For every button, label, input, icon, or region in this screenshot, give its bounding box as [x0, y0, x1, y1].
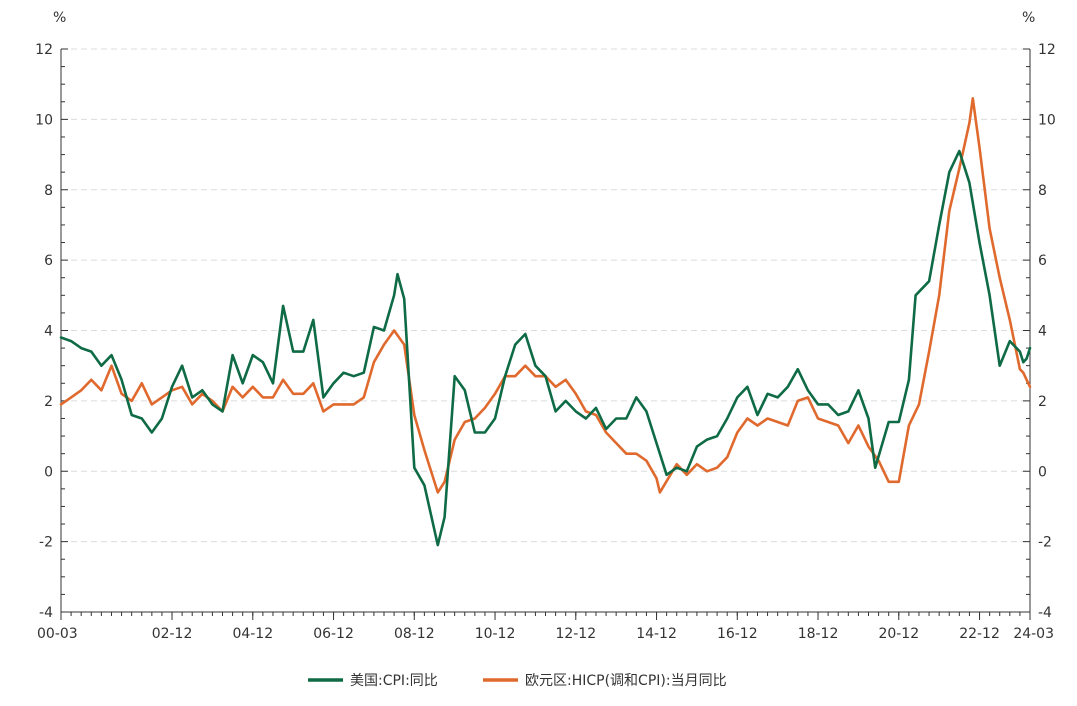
y-tick-left-label: 6 — [44, 253, 53, 269]
right-axis-unit: % — [1022, 10, 1035, 26]
x-tick-label: 16-12 — [717, 626, 758, 642]
y-tick-left-label: 10 — [35, 112, 53, 128]
y-tick-right-label: 2 — [1038, 394, 1047, 410]
axes: -4 -4 -2 -2 0 0 2 2 4 4 6 6 8 8 10 10 12 12 00-03 02-12 04-1… — [35, 42, 1056, 642]
x-tick-label: 14-12 — [636, 626, 677, 642]
y-tick-left-label: 2 — [44, 394, 53, 410]
y-tick-right-label: 8 — [1038, 183, 1047, 199]
legend-label-0: 美国:CPI:同比 — [350, 673, 438, 689]
y-tick-right-label: 10 — [1038, 112, 1056, 128]
x-tick-label: 00-03 — [37, 626, 78, 642]
y-tick-right-label: 4 — [1038, 324, 1047, 340]
series-line-0 — [59, 149, 1032, 547]
x-tick-label: 12-12 — [555, 626, 596, 642]
x-tick-label: 08-12 — [394, 626, 435, 642]
y-tick-left-label: -4 — [39, 605, 53, 621]
legend-label-1: 欧元区:HICP(调和CPI):当月同比 — [525, 673, 727, 689]
x-tick-label: 20-12 — [878, 626, 919, 642]
y-tick-left-label: 4 — [44, 324, 53, 340]
series-layer — [59, 97, 1032, 547]
x-tick-label: 10-12 — [475, 626, 516, 642]
y-tick-right-label: 6 — [1038, 253, 1047, 269]
x-tick-label: 18-12 — [798, 626, 839, 642]
series-line-1 — [59, 97, 1032, 494]
y-tick-right-label: 0 — [1038, 464, 1047, 480]
x-tick-label: 22-12 — [959, 626, 1000, 642]
y-tick-right-label: -4 — [1038, 605, 1052, 621]
x-tick-label: 04-12 — [232, 626, 273, 642]
y-tick-right-label: -2 — [1038, 535, 1052, 551]
y-tick-right-label: 12 — [1038, 42, 1056, 58]
y-tick-left-label: 12 — [35, 42, 53, 58]
y-tick-left-label: 0 — [44, 464, 53, 480]
y-tick-left-label: -2 — [39, 535, 53, 551]
x-tick-label: 06-12 — [313, 626, 354, 642]
legend: 美国:CPI:同比 欧元区:HICP(调和CPI):当月同比 — [308, 673, 727, 689]
left-axis-unit: % — [53, 10, 66, 26]
gridlines — [61, 48, 1030, 543]
x-tick-label: 02-12 — [152, 626, 193, 642]
x-tick-label: 24-03 — [1013, 626, 1054, 642]
y-tick-left-label: 8 — [44, 183, 53, 199]
